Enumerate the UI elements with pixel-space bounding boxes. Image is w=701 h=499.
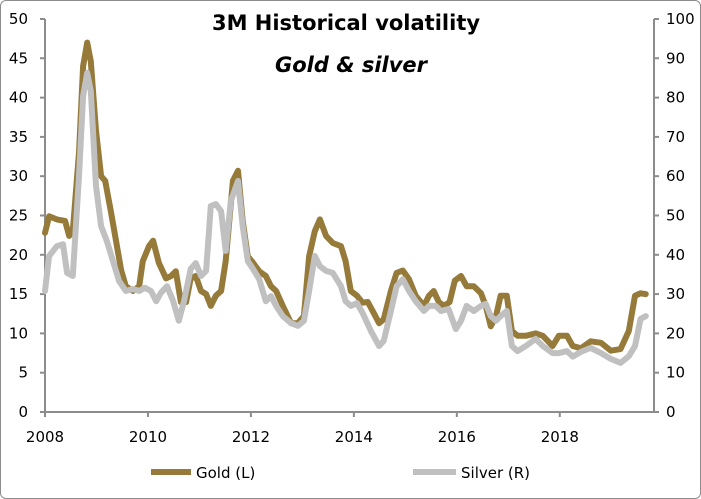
series-line-silver xyxy=(42,69,649,366)
right-tick-label: 10 xyxy=(666,364,685,382)
left-tick-label: 25 xyxy=(9,207,28,225)
right-tick-label: 0 xyxy=(666,403,676,421)
legend-label-silver: Silver (R) xyxy=(461,464,530,482)
right-tick-label: 30 xyxy=(666,285,685,303)
right-tick-label: 20 xyxy=(666,324,685,342)
right-tick-label: 80 xyxy=(666,89,685,107)
left-tick-label: 0 xyxy=(18,403,28,421)
left-tick-label: 45 xyxy=(9,49,28,67)
chart-title: 3M Historical volatility xyxy=(212,11,480,35)
right-tick-label: 100 xyxy=(666,10,695,28)
x-tick-label: 2008 xyxy=(26,428,64,446)
left-tick-label: 5 xyxy=(18,364,28,382)
left-tick-label: 30 xyxy=(9,167,28,185)
right-tick-label: 50 xyxy=(666,207,685,225)
right-tick-label: 90 xyxy=(666,49,685,67)
legend-label-gold: Gold (L) xyxy=(196,464,255,482)
x-tick-label: 2018 xyxy=(541,428,579,446)
left-tick-label: 40 xyxy=(9,89,28,107)
right-tick-label: 70 xyxy=(666,128,685,146)
x-tick-label: 2010 xyxy=(129,428,167,446)
left-tick-label: 50 xyxy=(9,10,28,28)
right-tick-label: 60 xyxy=(666,167,685,185)
x-tick-label: 2014 xyxy=(335,428,373,446)
left-tick-label: 15 xyxy=(9,285,28,303)
x-tick-label: 2016 xyxy=(438,428,476,446)
left-tick-label: 10 xyxy=(9,324,28,342)
chart-subtitle: Gold & silver xyxy=(275,53,429,77)
left-tick-label: 20 xyxy=(9,246,28,264)
right-tick-label: 40 xyxy=(666,246,685,264)
x-tick-label: 2012 xyxy=(232,428,270,446)
legend: Gold (L) Silver (R) xyxy=(151,464,530,482)
left-tick-label: 35 xyxy=(9,128,28,146)
